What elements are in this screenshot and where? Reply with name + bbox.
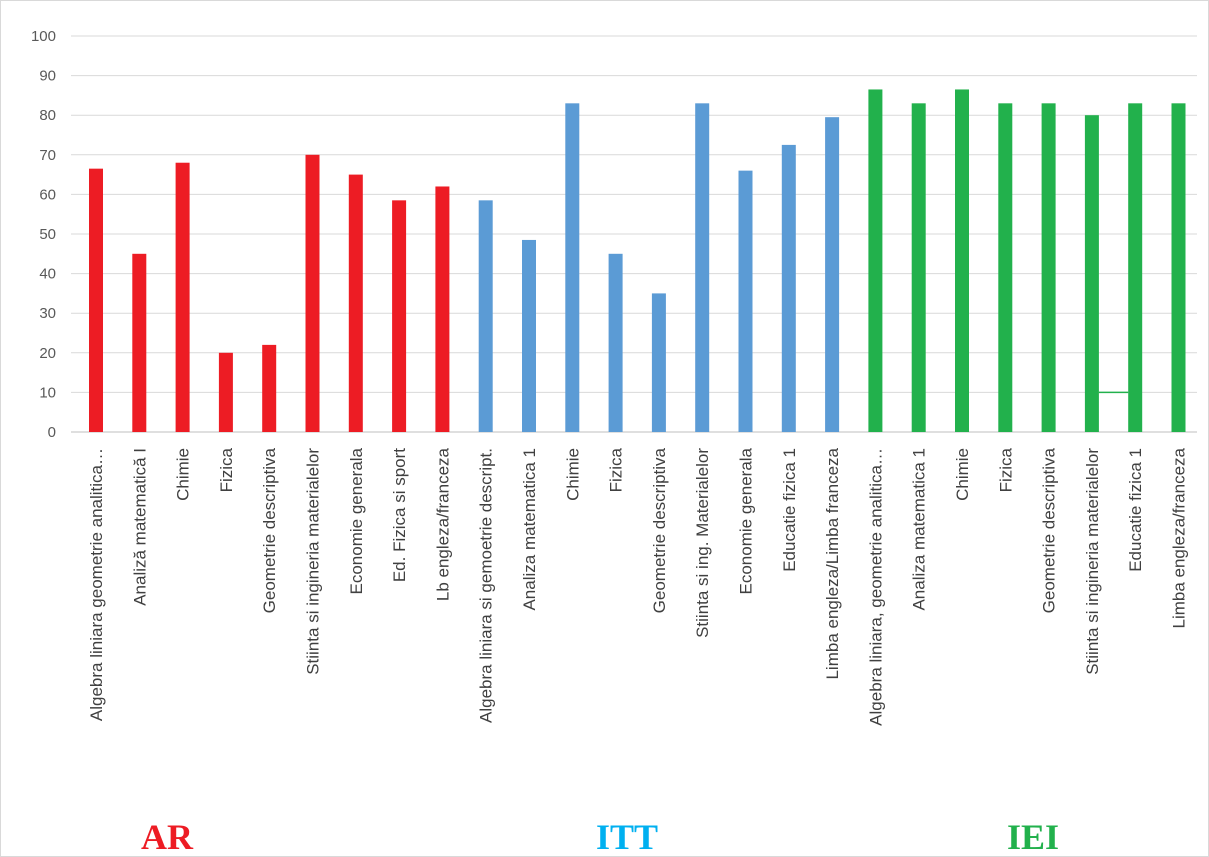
x-tick-label: Fizica <box>996 447 1015 492</box>
x-tick-label: Algebra liniara geometrie analitica… <box>87 448 106 721</box>
bars <box>89 89 1186 433</box>
x-axis-labels: Algebra liniara geometrie analitica… Anal… <box>87 447 1189 725</box>
x-tick-label: Educatie fizica 1 <box>1126 448 1145 572</box>
x-tick-label: Analiza matematica 1 <box>910 448 929 611</box>
x-tick-label: Stiinta si ing. Materialelor <box>693 448 712 638</box>
x-tick-label: Educatie fizica 1 <box>780 448 799 572</box>
bar <box>1171 103 1186 432</box>
bar <box>305 154 320 433</box>
y-tick-label: 70 <box>39 147 56 164</box>
x-tick-label: Geometrie descriptiva <box>650 447 669 613</box>
x-tick-label: Fizica <box>607 447 626 492</box>
bar <box>1084 115 1099 432</box>
x-tick-label: Economie generala <box>347 447 366 594</box>
bar <box>955 89 969 433</box>
x-tick-label: Algebra liniara, geometrie analitica… <box>866 448 885 726</box>
x-tick-label: Analiză matematică I <box>130 448 149 606</box>
y-tick-label: 100 <box>31 28 56 45</box>
x-tick-label: Chimie <box>563 448 582 501</box>
bar <box>651 293 666 432</box>
bar <box>738 170 753 432</box>
bar <box>348 174 363 432</box>
x-tick-label: Limba engleza/Limba franceza <box>823 447 842 679</box>
bar <box>435 186 450 432</box>
y-tick-label: 10 <box>39 384 56 401</box>
y-axis: 0 10 20 30 40 50 60 70 80 90 100 <box>31 28 56 441</box>
bar <box>89 168 103 432</box>
bar <box>1128 103 1143 432</box>
x-tick-label: Stiinta si ingineria materialelor <box>1083 448 1102 675</box>
y-tick-label: 0 <box>48 424 56 441</box>
bar <box>911 103 926 432</box>
y-tick-label: 50 <box>39 226 56 243</box>
bar <box>608 253 623 432</box>
bar <box>868 89 883 433</box>
y-tick-label: 20 <box>39 345 56 362</box>
bar <box>478 200 493 432</box>
y-tick-label: 80 <box>39 107 56 124</box>
bar <box>1041 103 1056 432</box>
x-tick-label: Chimie <box>953 448 972 501</box>
x-tick-label: Geometrie descriptiva <box>260 447 279 613</box>
y-tick-label: 30 <box>39 305 56 322</box>
x-tick-label: Geometrie descriptiva <box>1040 447 1059 613</box>
group-label: IEI <box>1007 817 1059 856</box>
gridlines <box>71 35 1197 433</box>
x-tick-label: Lb engleza/franceza <box>433 447 452 601</box>
x-tick-label: Analiza matematica 1 <box>520 448 539 611</box>
bar <box>132 253 147 432</box>
bar <box>998 103 1013 432</box>
bar <box>175 162 190 432</box>
bar <box>392 200 407 432</box>
y-tick-label: 40 <box>39 266 56 283</box>
x-tick-label: Fizica <box>217 447 236 492</box>
bar <box>262 344 277 432</box>
bar <box>825 117 840 433</box>
bar <box>218 352 233 432</box>
bar <box>781 144 796 432</box>
group-label: AR <box>141 817 194 856</box>
y-tick-label: 90 <box>39 68 56 85</box>
group-label: ITT <box>596 817 658 856</box>
x-tick-label: Limba engleza/franceza <box>1170 447 1189 628</box>
bar <box>565 103 580 432</box>
x-tick-label: Chimie <box>174 448 193 501</box>
x-tick-label: Ed. Fizica si sport <box>390 448 409 582</box>
x-tick-label: Stiinta si ingineria materialelor <box>304 448 323 675</box>
x-tick-label: Economie generala <box>737 447 756 594</box>
bar <box>522 239 536 432</box>
x-tick-label: Algebra liniara si gemoetrie descript. <box>477 448 496 723</box>
y-tick-label: 60 <box>39 186 56 203</box>
group-labels: AR ITT IEI <box>141 817 1059 856</box>
bar <box>695 103 710 432</box>
